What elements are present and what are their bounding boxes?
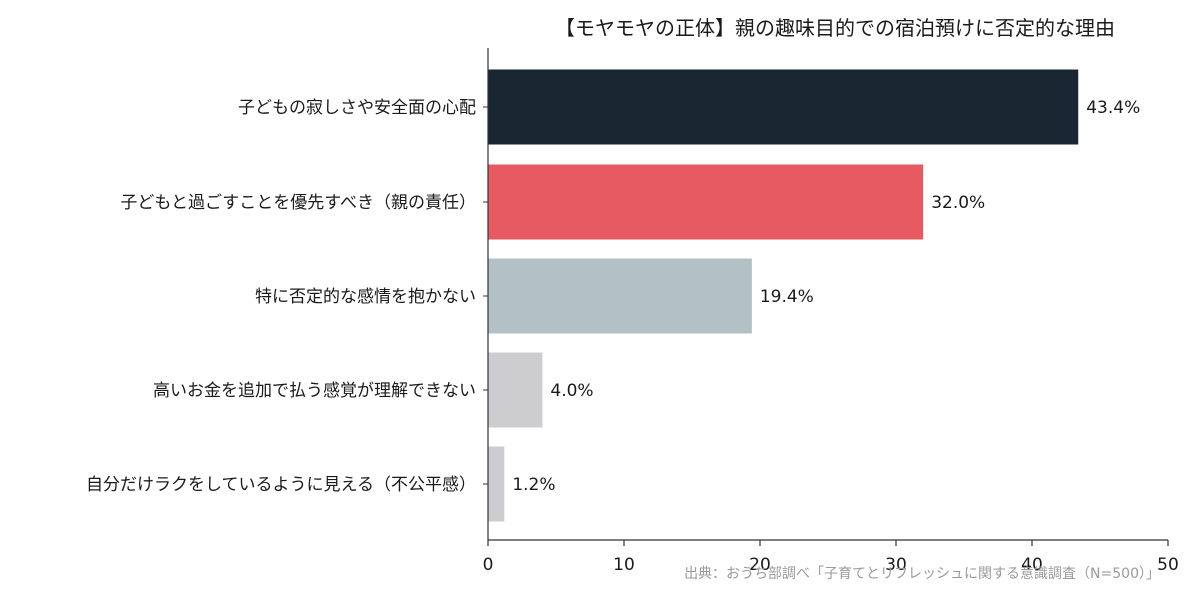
value-label-5: 1.2% bbox=[512, 475, 555, 495]
bar-5 bbox=[488, 446, 505, 522]
x-tick-label-30: 30 bbox=[885, 555, 907, 575]
x-tick-label-0: 0 bbox=[483, 555, 494, 575]
category-label-1: 子どもの寂しさや安全面の心配 bbox=[238, 98, 476, 118]
value-label-2: 32.0% bbox=[931, 193, 985, 213]
value-label-3: 19.4% bbox=[760, 287, 814, 307]
x-tick-label-50: 50 bbox=[1157, 555, 1179, 575]
bar-4 bbox=[488, 352, 543, 428]
bars-layer: 43.4% 32.0% 19.4% 4.0% 1.2% bbox=[488, 69, 1140, 522]
x-tick-label-20: 20 bbox=[749, 555, 771, 575]
x-tick-label-40: 40 bbox=[1021, 555, 1043, 575]
category-label-4: 高いお金を追加で払う感覚が理解できない bbox=[153, 381, 476, 401]
category-label-5: 自分だけラクをしているように見える（不公平感） bbox=[86, 475, 476, 495]
category-label-3: 特に否定的な感情を抱かない bbox=[255, 287, 476, 307]
category-label-2: 子どもと過ごすことを優先すべき（親の責任） bbox=[120, 193, 476, 213]
value-label-1: 43.4% bbox=[1086, 98, 1140, 118]
bar-2 bbox=[488, 164, 924, 240]
source-note: 出典：おうち部調べ「子育てとリフレッシュに関する意識調査（N=500）」 bbox=[684, 565, 1160, 582]
bar-1 bbox=[488, 69, 1079, 145]
bar-3 bbox=[488, 258, 752, 334]
chart-title: 【モヤモヤの正体】親の趣味目的での宿泊預けに否定的な理由 bbox=[555, 16, 1115, 40]
value-label-4: 4.0% bbox=[550, 381, 593, 401]
x-tick-label-10: 10 bbox=[613, 555, 635, 575]
